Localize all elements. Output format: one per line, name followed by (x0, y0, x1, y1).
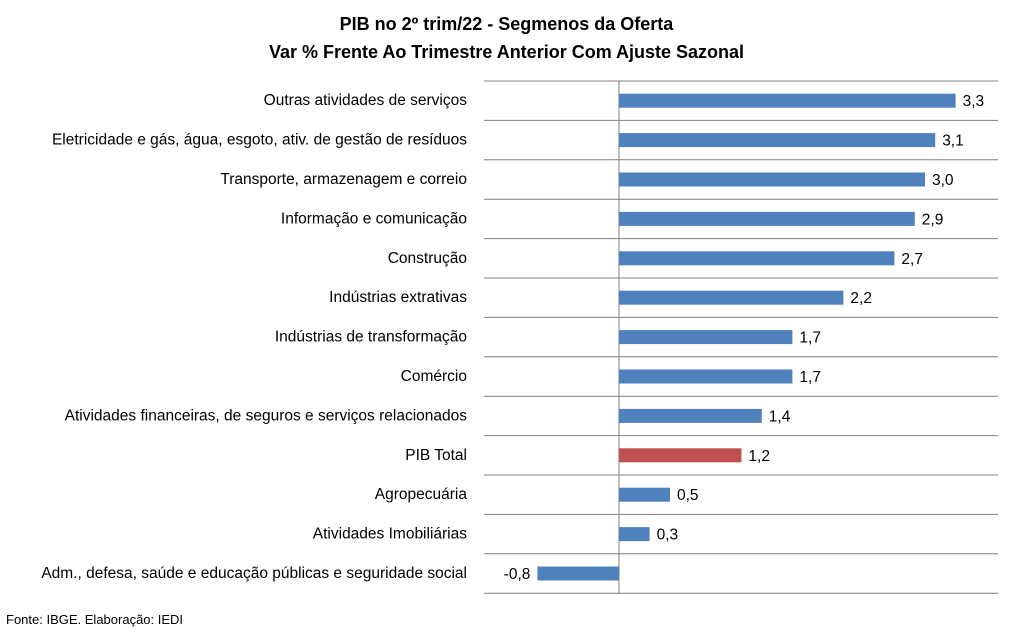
value-labels: 3,3 3,1 3,0 2,9 2,7 2,2 1,7 1,7 1,4 1,2 0,5 0,3 -0,8 (504, 93, 984, 583)
bar (537, 566, 619, 581)
data-label: 0,3 (657, 527, 679, 544)
chart-title: PIB no 2º trim/22 - Segmenos da Oferta (339, 14, 674, 34)
category-label: Agropecuária (375, 486, 468, 503)
category-label: Indústrias de transformação (275, 329, 467, 346)
category-label: Indústrias extrativas (329, 289, 467, 306)
gridlines (484, 80, 998, 594)
data-label: 2,9 (922, 211, 944, 228)
category-label: Outras atividades de serviços (264, 92, 468, 109)
bar (619, 93, 956, 108)
source-note: Fonte: IBGE. Elaboração: IEDI (6, 612, 184, 627)
category-label: Informação e comunicação (281, 210, 467, 227)
data-label: 2,7 (901, 251, 923, 268)
bar (619, 448, 742, 463)
bar (619, 133, 936, 148)
category-label: PIB Total (405, 447, 467, 464)
bar (619, 290, 844, 305)
bar (619, 408, 762, 423)
bar (619, 172, 925, 187)
data-label: 1,7 (799, 330, 821, 347)
data-label: 3,1 (942, 133, 964, 150)
bar (619, 487, 670, 502)
data-label: 0,5 (677, 487, 699, 504)
category-labels: Outras atividades de serviços Eletricidad… (41, 92, 467, 582)
chart-subtitle: Var % Frente Ao Trimestre Anterior Com A… (268, 42, 745, 62)
category-label: Atividades financeiras, de seguros e ser… (65, 407, 468, 424)
category-label: Comércio (401, 368, 467, 385)
data-label: 1,2 (748, 448, 770, 465)
category-label: Adm., defesa, saúde e educação públicas … (41, 565, 467, 582)
category-label: Construção (388, 250, 467, 267)
bars (537, 93, 956, 581)
category-label: Transporte, armazenagem e correio (220, 171, 467, 188)
data-label: 1,4 (769, 408, 791, 425)
bar (619, 211, 915, 226)
data-label: 3,3 (963, 93, 985, 110)
data-label: 1,7 (799, 369, 821, 386)
bar (619, 251, 895, 266)
bar (619, 369, 793, 384)
data-label: 3,0 (932, 172, 954, 189)
category-label: Atividades Imobiliárias (313, 526, 467, 543)
data-label: -0,8 (504, 566, 531, 583)
data-label: 2,2 (850, 290, 872, 307)
bar (619, 330, 793, 345)
bar (619, 527, 650, 542)
category-label: Eletricidade e gás, água, esgoto, ativ. … (52, 132, 467, 149)
